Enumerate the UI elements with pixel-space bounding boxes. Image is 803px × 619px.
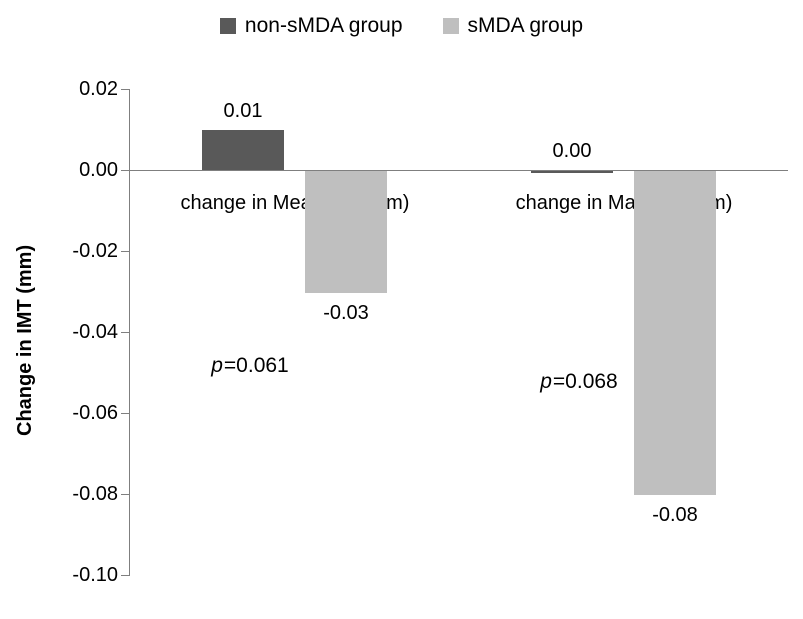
p-symbol: p xyxy=(540,370,552,393)
y-tick-label: -0.08 xyxy=(72,483,118,505)
y-tick-label: -0.06 xyxy=(72,402,118,424)
y-tick-mark xyxy=(121,251,130,252)
y-tick-label: -0.10 xyxy=(72,564,118,586)
legend-swatch-non-smda-icon xyxy=(219,18,236,34)
legend-item-smda-group: sMDA group xyxy=(442,14,584,38)
y-tick-label: 0.00 xyxy=(79,159,118,181)
p-value-text: =0.061 xyxy=(223,354,289,377)
p-value-annotation-max: p=0.068 xyxy=(479,368,679,395)
p-value-annotation-mean: p=0.061 xyxy=(150,352,350,379)
chart-legend: non-sMDA group sMDA group xyxy=(0,14,803,38)
y-tick-mark xyxy=(121,332,130,333)
y-tick-label: -0.04 xyxy=(72,321,118,343)
legend-label-smda-group: sMDA group xyxy=(467,14,584,37)
value-label-smda-group-cat1: -0.08 xyxy=(652,504,698,526)
bar-smda-group-cat0 xyxy=(305,171,387,293)
y-tick-label: 0.02 xyxy=(79,78,118,100)
zero-baseline xyxy=(130,170,788,171)
bar-smda-group-cat1 xyxy=(634,171,716,495)
value-label-non-smda-group-cat1: 0.00 xyxy=(552,140,592,162)
legend-label-non-smda-group: non-sMDA group xyxy=(244,14,403,37)
value-label-smda-group-cat0: -0.03 xyxy=(323,302,369,324)
y-tick-mark xyxy=(121,494,130,495)
category-label-mean-imt: change in Mean IMT(mm) xyxy=(180,192,410,214)
y-tick-mark xyxy=(121,413,130,414)
bar-non-smda-group-cat1 xyxy=(531,171,613,173)
legend-item-non-smda-group: non-sMDA group xyxy=(219,14,403,38)
legend-swatch-smda-icon xyxy=(442,18,459,34)
bar-non-smda-group-cat0 xyxy=(202,130,284,170)
category-label-max-imt: change in Max IMT(mm) xyxy=(515,192,733,214)
p-value-text: =0.068 xyxy=(552,370,618,393)
y-tick-label: -0.02 xyxy=(72,240,118,262)
y-tick-mark xyxy=(121,170,130,171)
y-tick-mark xyxy=(121,89,130,90)
y-tick-mark xyxy=(121,575,130,576)
p-symbol: p xyxy=(211,354,223,377)
value-label-non-smda-group-cat0: 0.01 xyxy=(223,100,263,122)
